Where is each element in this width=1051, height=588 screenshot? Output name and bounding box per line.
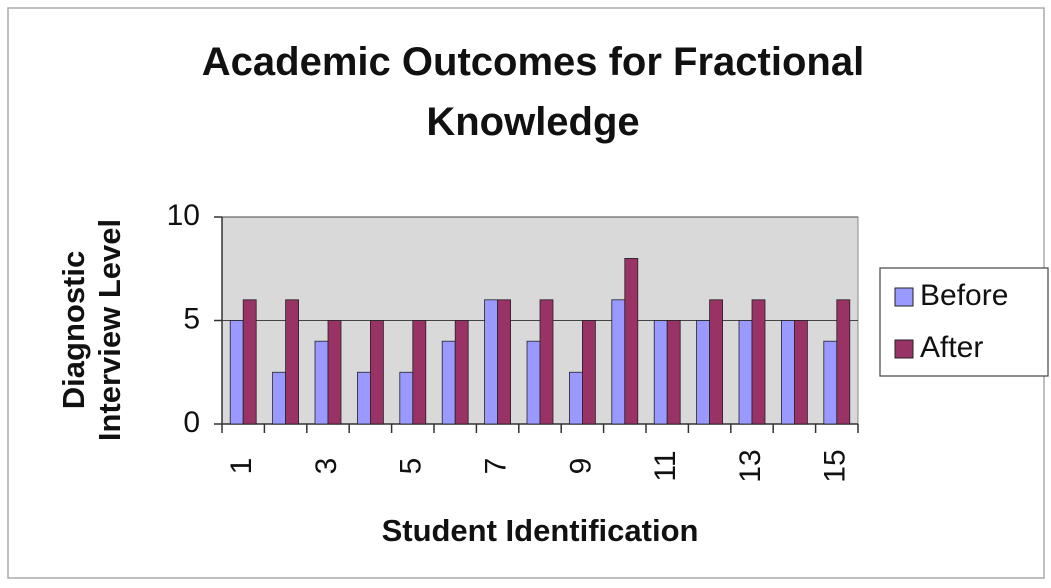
x-tick-label: 15 <box>819 449 852 482</box>
bar <box>285 299 300 425</box>
x-tick-label: 13 <box>734 449 767 482</box>
y-tick-label: 10 <box>167 199 200 232</box>
bar <box>781 320 795 425</box>
bar <box>611 299 626 425</box>
bar <box>582 320 596 425</box>
x-tick-label: 5 <box>395 458 428 475</box>
bar <box>653 320 668 425</box>
bar <box>272 371 287 425</box>
bar <box>399 371 414 425</box>
bar <box>356 371 371 425</box>
bar <box>751 299 766 425</box>
bar <box>327 320 342 425</box>
legend-swatch <box>894 339 914 359</box>
legend-label: Before <box>920 279 1008 312</box>
bar <box>794 320 808 425</box>
bar <box>484 299 499 425</box>
bar <box>441 340 456 425</box>
bar <box>242 299 257 425</box>
y-tick-label: 5 <box>183 302 200 335</box>
x-tick-label: 7 <box>480 458 513 475</box>
bar <box>569 371 583 425</box>
bar <box>666 320 681 425</box>
chart-title: Academic Outcomes for Fractional Knowled… <box>201 40 865 144</box>
x-axis-label-text: Student Identification <box>381 513 699 548</box>
bar <box>709 299 723 425</box>
bar <box>369 320 384 425</box>
x-tick-label: 11 <box>649 450 682 481</box>
bar <box>497 299 512 425</box>
bar <box>836 299 851 425</box>
bar <box>314 340 329 425</box>
bar <box>412 320 427 425</box>
legend-swatch <box>894 287 914 307</box>
y-tick-label: 0 <box>183 406 200 439</box>
bar <box>229 320 244 425</box>
bar <box>539 299 554 425</box>
x-tick-label: 3 <box>310 458 343 475</box>
bar <box>454 320 469 425</box>
x-tick-label: 1 <box>225 458 258 475</box>
x-tick-label: 9 <box>564 458 597 475</box>
legend-label: After <box>920 331 983 364</box>
bar <box>624 257 639 425</box>
bar <box>526 340 541 425</box>
bar <box>696 320 710 425</box>
bar <box>738 320 753 425</box>
bar <box>823 340 838 425</box>
y-axis-label: Diagnostic Interview Level <box>56 218 127 442</box>
